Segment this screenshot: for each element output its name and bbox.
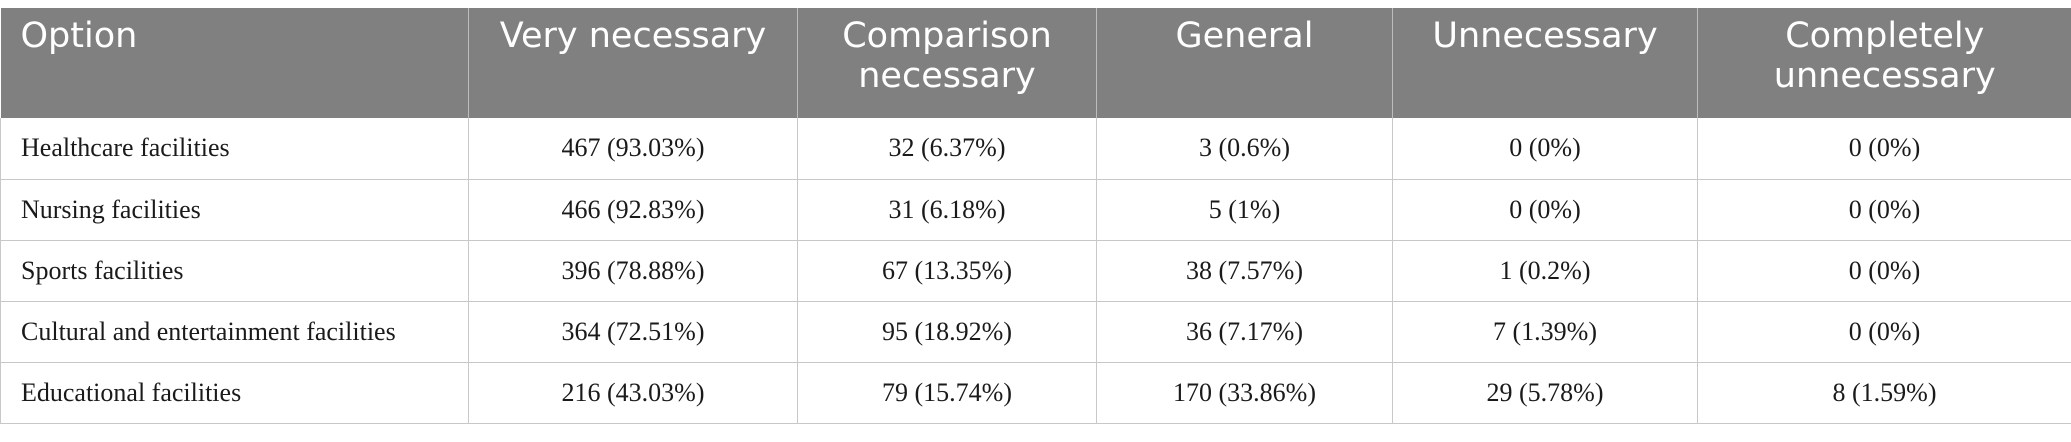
table-header: Option Very necessary Comparison necessa… bbox=[0, 8, 2071, 118]
table-row: Cultural and entertainment facilities 36… bbox=[0, 301, 2071, 363]
cell-very-necessary: 466 (92.83%) bbox=[468, 179, 798, 241]
cell-comparison-necessary: 79 (15.74%) bbox=[797, 362, 1097, 424]
cell-completely-unnecessary: 0 (0%) bbox=[1697, 301, 2071, 363]
cell-general: 5 (1%) bbox=[1096, 179, 1393, 241]
cell-completely-unnecessary: 8 (1.59%) bbox=[1697, 362, 2071, 424]
cell-general: 38 (7.57%) bbox=[1096, 240, 1393, 302]
table-row: Educational facilities 216 (43.03%) 79 (… bbox=[0, 362, 2071, 424]
cell-option: Healthcare facilities bbox=[0, 118, 469, 180]
header-general: General bbox=[1096, 8, 1393, 118]
header-completely-unnecessary: Completely unnecessary bbox=[1697, 8, 2071, 118]
cell-option: Educational facilities bbox=[0, 362, 469, 424]
cell-option: Nursing facilities bbox=[0, 179, 469, 241]
header-option: Option bbox=[0, 8, 469, 118]
cell-general: 3 (0.6%) bbox=[1096, 118, 1393, 180]
cell-comparison-necessary: 67 (13.35%) bbox=[797, 240, 1097, 302]
cell-very-necessary: 364 (72.51%) bbox=[468, 301, 798, 363]
cell-unnecessary: 29 (5.78%) bbox=[1392, 362, 1698, 424]
data-table-container: Option Very necessary Comparison necessa… bbox=[0, 8, 2071, 424]
cell-option: Sports facilities bbox=[0, 240, 469, 302]
facility-necessity-table: Option Very necessary Comparison necessa… bbox=[0, 8, 2071, 424]
cell-very-necessary: 216 (43.03%) bbox=[468, 362, 798, 424]
header-row: Option Very necessary Comparison necessa… bbox=[0, 8, 2071, 118]
cell-very-necessary: 396 (78.88%) bbox=[468, 240, 798, 302]
cell-general: 36 (7.17%) bbox=[1096, 301, 1393, 363]
table-body: Healthcare facilities 467 (93.03%) 32 (6… bbox=[0, 118, 2071, 424]
cell-general: 170 (33.86%) bbox=[1096, 362, 1393, 424]
cell-comparison-necessary: 95 (18.92%) bbox=[797, 301, 1097, 363]
cell-option: Cultural and entertainment facilities bbox=[0, 301, 469, 363]
cell-comparison-necessary: 32 (6.37%) bbox=[797, 118, 1097, 180]
header-comparison-necessary: Comparison necessary bbox=[797, 8, 1097, 118]
cell-unnecessary: 1 (0.2%) bbox=[1392, 240, 1698, 302]
table-row: Nursing facilities 466 (92.83%) 31 (6.18… bbox=[0, 179, 2071, 241]
cell-comparison-necessary: 31 (6.18%) bbox=[797, 179, 1097, 241]
cell-unnecessary: 0 (0%) bbox=[1392, 179, 1698, 241]
table-row: Healthcare facilities 467 (93.03%) 32 (6… bbox=[0, 118, 2071, 180]
table-row: Sports facilities 396 (78.88%) 67 (13.35… bbox=[0, 240, 2071, 302]
cell-completely-unnecessary: 0 (0%) bbox=[1697, 179, 2071, 241]
cell-completely-unnecessary: 0 (0%) bbox=[1697, 240, 2071, 302]
cell-unnecessary: 0 (0%) bbox=[1392, 118, 1698, 180]
header-very-necessary: Very necessary bbox=[468, 8, 798, 118]
cell-very-necessary: 467 (93.03%) bbox=[468, 118, 798, 180]
header-unnecessary: Unnecessary bbox=[1392, 8, 1698, 118]
cell-completely-unnecessary: 0 (0%) bbox=[1697, 118, 2071, 180]
cell-unnecessary: 7 (1.39%) bbox=[1392, 301, 1698, 363]
